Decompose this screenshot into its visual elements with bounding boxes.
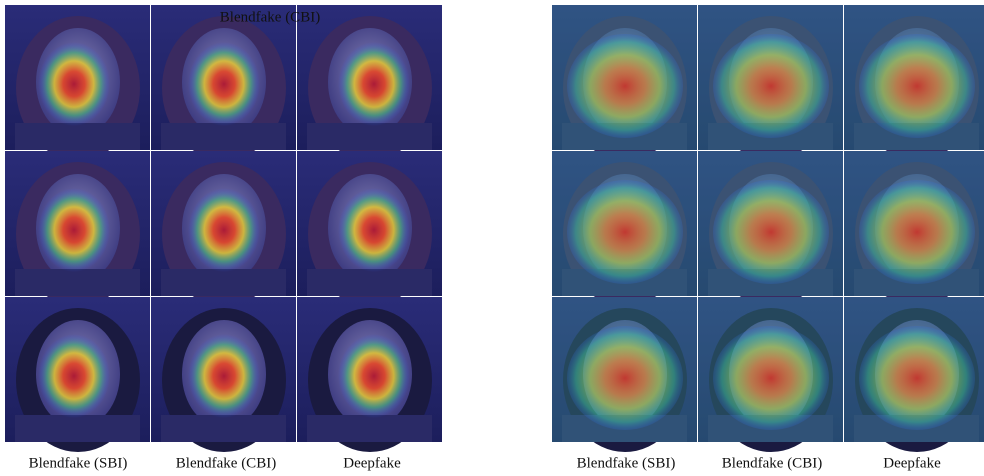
heatmap xyxy=(859,326,975,430)
shoulders xyxy=(307,415,432,442)
caption: Deepfake xyxy=(343,455,401,471)
caption: Deepfake xyxy=(883,455,941,471)
caption: Blendfake (CBI) xyxy=(176,455,276,471)
caption: Blendfake (SBI) xyxy=(577,455,676,471)
shoulders xyxy=(15,415,140,442)
heatmap xyxy=(859,34,975,138)
shoulders xyxy=(15,269,140,296)
heatmap xyxy=(188,334,260,418)
shoulders xyxy=(15,123,140,150)
heatmap xyxy=(713,34,829,138)
heatmap xyxy=(188,42,260,126)
heatmap xyxy=(38,188,110,272)
heatmap xyxy=(38,42,110,126)
figure: Blendfake (CBI) Blendfake (SBI) Blendfak… xyxy=(0,0,984,476)
shoulders xyxy=(161,415,286,442)
heatmap xyxy=(338,334,410,418)
shoulders xyxy=(161,123,286,150)
heatmap xyxy=(567,180,683,284)
shoulders xyxy=(307,123,432,150)
heatmap xyxy=(567,326,683,430)
heatmap xyxy=(713,180,829,284)
heatmap xyxy=(859,180,975,284)
caption: Blendfake (SBI) xyxy=(29,455,128,471)
heatmap xyxy=(567,34,683,138)
caption: Blendfake (CBI) xyxy=(722,455,822,471)
shoulders xyxy=(307,269,432,296)
heatmap xyxy=(338,188,410,272)
heatmap xyxy=(338,42,410,126)
shoulders xyxy=(161,269,286,296)
image-grid xyxy=(5,5,984,452)
heatmap xyxy=(713,326,829,430)
heatmap xyxy=(38,334,110,418)
heatmap xyxy=(188,188,260,272)
overlay-title: Blendfake (CBI) xyxy=(220,9,320,25)
